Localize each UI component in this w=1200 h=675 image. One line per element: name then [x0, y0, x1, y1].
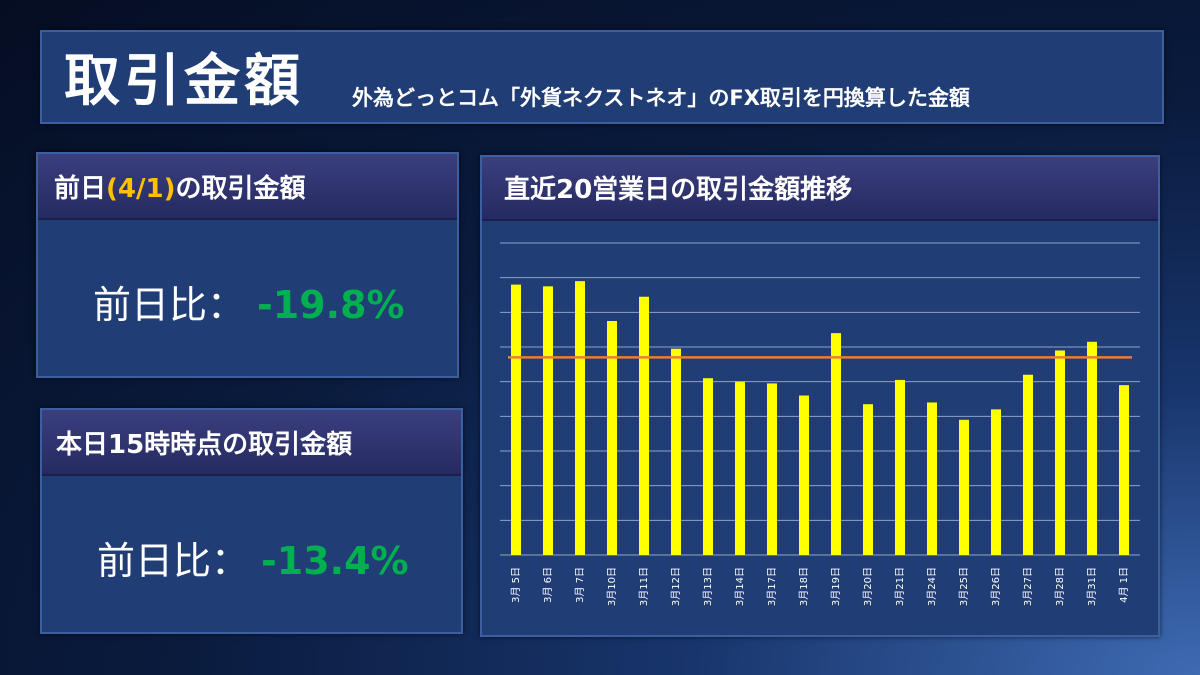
x-tick-label: 3月20日 [862, 567, 874, 606]
x-tick-label: 3月19日 [830, 567, 842, 606]
x-tick-label: 3月17日 [766, 567, 778, 606]
today-label: 前日比： [97, 539, 250, 583]
header-band: 取引金額 外為どっとコム「外貨ネクストネオ」のFX取引を円換算した金額 [40, 30, 1164, 124]
x-tick-label: 3月10日 [606, 567, 618, 606]
chart-x-labels: 3月 5日 3月 6日 3月 7日 3月10日 3月11日 3月12日 3月13日 3月14日… [510, 567, 1130, 606]
x-tick-label: 3月21日 [894, 567, 906, 606]
x-tick-label: 3月 5日 [510, 567, 522, 603]
bar [831, 333, 841, 555]
bar [1119, 385, 1129, 555]
bar [607, 321, 617, 555]
bar [543, 286, 553, 555]
x-tick-label: 3月11日 [638, 567, 650, 606]
bar [1023, 374, 1033, 555]
previous-day-title-date: (4/1) [106, 174, 176, 204]
chart-grid [500, 242, 1140, 556]
bar [639, 296, 649, 555]
bar [511, 284, 521, 555]
x-tick-label: 3月26日 [990, 567, 1002, 606]
x-tick-label: 3月 6日 [542, 567, 554, 603]
x-tick-label: 3月14日 [734, 567, 746, 606]
previous-day-title-post: の取引金額 [175, 174, 306, 204]
bar [575, 281, 585, 555]
bar [991, 409, 1001, 555]
bar [927, 402, 937, 555]
x-tick-label: 3月18日 [798, 567, 810, 606]
x-tick-label: 3月25日 [958, 567, 970, 606]
bar [1087, 341, 1097, 555]
page-title: 取引金額 [64, 49, 304, 114]
x-tick-label: 3月13日 [702, 567, 714, 606]
chart-panel: 直近20営業日の取引金額推移 3月 5日 3月 6日 3月 7日 3月10日 3月11日… [480, 155, 1160, 637]
x-tick-label: 3月28日 [1054, 567, 1066, 606]
chart-panel-title: 直近20営業日の取引金額推移 [504, 175, 853, 205]
today-change-value: -13.4% [261, 539, 409, 583]
bar [863, 404, 873, 555]
previous-day-panel-title: 前日(4/1)の取引金額 [54, 168, 305, 205]
bar [959, 419, 969, 555]
bar [735, 381, 745, 555]
bar [703, 378, 713, 555]
x-tick-label: 3月24日 [926, 567, 938, 606]
previous-day-panel: 前日(4/1)の取引金額 前日比： -19.8% [36, 152, 459, 378]
page-subtitle: 外為どっとコム「外貨ネクストネオ」のFX取引を円換算した金額 [352, 86, 970, 110]
today-panel: 本日15時時点の取引金額 前日比： -13.4% [40, 408, 463, 634]
previous-day-stat: 前日比： -19.8% [93, 274, 405, 329]
today-stat: 前日比： -13.4% [97, 530, 409, 585]
chart-bars [511, 281, 1129, 555]
bar [799, 395, 809, 555]
today-panel-header: 本日15時時点の取引金額 [42, 410, 461, 476]
x-tick-label: 3月27日 [1022, 567, 1034, 606]
previous-day-change-value: -19.8% [257, 283, 405, 327]
previous-day-label: 前日比： [93, 283, 246, 327]
bar [767, 383, 777, 555]
x-tick-label: 3月31日 [1086, 567, 1098, 606]
bar [895, 379, 905, 555]
chart-panel-header: 直近20営業日の取引金額推移 [482, 157, 1158, 221]
x-tick-label: 4月 1日 [1118, 567, 1130, 603]
bar-chart: 3月 5日 3月 6日 3月 7日 3月10日 3月11日 3月12日 3月13日 3月14日… [500, 242, 1140, 606]
x-tick-label: 3月 7日 [574, 567, 586, 603]
bar [1055, 350, 1065, 555]
x-tick-label: 3月12日 [670, 567, 682, 606]
previous-day-panel-header: 前日(4/1)の取引金額 [38, 154, 457, 220]
bar [671, 348, 681, 555]
previous-day-title-pre: 前日 [54, 174, 107, 204]
today-panel-title: 本日15時時点の取引金額 [56, 430, 353, 460]
